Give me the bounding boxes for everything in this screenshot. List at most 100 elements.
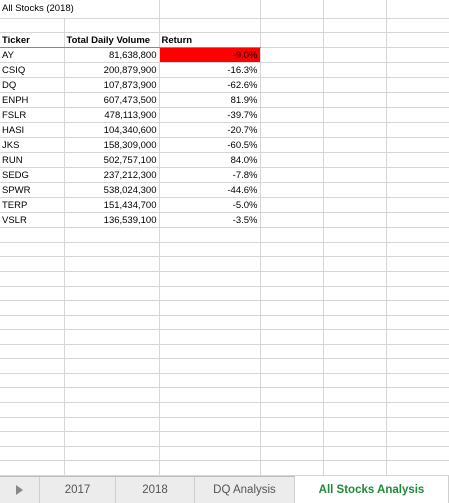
cell[interactable] [64,329,160,345]
cell[interactable] [386,62,449,79]
cell[interactable] [0,417,65,433]
ticker-cell[interactable]: VSLR [0,212,65,229]
cell[interactable] [260,92,324,109]
cell[interactable] [0,446,65,462]
tab-all-stocks-analysis[interactable]: All Stocks Analysis [295,476,449,503]
cell[interactable] [323,92,387,109]
cell[interactable] [260,271,324,287]
cell[interactable] [323,152,387,169]
cell[interactable] [386,256,449,272]
cell[interactable] [386,402,449,418]
cell[interactable] [64,227,160,243]
cell[interactable] [64,286,160,302]
cell[interactable] [159,227,261,243]
cell[interactable] [323,32,387,49]
cell[interactable] [260,122,324,139]
cell[interactable] [159,387,261,404]
ticker-cell[interactable]: HASI [0,122,65,139]
cell[interactable] [386,242,449,258]
cell[interactable] [159,300,261,316]
return-cell[interactable]: -3.5% [159,212,261,229]
cell[interactable] [159,358,261,374]
cell[interactable] [323,431,387,447]
cell[interactable] [260,182,324,199]
return-cell[interactable]: -20.7% [159,122,261,139]
ticker-cell[interactable]: ENPH [0,92,65,109]
cell[interactable] [260,77,324,94]
cell[interactable] [64,402,160,418]
cell[interactable] [64,344,160,360]
cell[interactable] [159,329,261,345]
cell[interactable] [386,0,449,19]
ticker-cell[interactable]: TERP [0,197,65,214]
cell[interactable] [159,431,261,447]
volume-cell[interactable]: 478,113,900 [64,107,160,124]
cell[interactable] [323,256,387,272]
cell[interactable] [260,300,324,316]
header-ticker[interactable]: Ticker [0,32,65,49]
sheet-title-cell[interactable]: All Stocks (2018) [0,0,160,19]
cell[interactable] [323,242,387,258]
cell[interactable] [386,182,449,199]
cell[interactable] [386,227,449,243]
cell[interactable] [386,47,449,64]
cell[interactable] [260,446,324,462]
cell[interactable] [260,315,324,331]
return-cell[interactable]: -60.5% [159,137,261,154]
cell[interactable] [323,0,387,19]
cell[interactable] [0,286,65,302]
cell[interactable] [159,242,261,258]
cell[interactable] [0,18,65,34]
cell[interactable] [0,358,65,374]
cell[interactable] [323,107,387,124]
cell[interactable] [260,431,324,447]
cell[interactable] [323,387,387,404]
cell[interactable] [260,137,324,154]
ticker-cell[interactable]: DQ [0,77,65,94]
cell[interactable] [0,387,65,404]
return-cell[interactable]: 84.0% [159,152,261,169]
return-cell[interactable]: -44.6% [159,182,261,199]
cell[interactable] [260,167,324,184]
cell[interactable] [64,18,160,34]
cell[interactable] [0,315,65,331]
cell[interactable] [64,417,160,433]
cell[interactable] [260,286,324,302]
cell[interactable] [323,373,387,389]
cell[interactable] [386,77,449,94]
cell[interactable] [159,373,261,389]
cell[interactable] [323,197,387,214]
ticker-cell[interactable]: SEDG [0,167,65,184]
cell[interactable] [386,92,449,109]
return-cell[interactable]: -5.0% [159,197,261,214]
cell[interactable] [386,137,449,154]
volume-cell[interactable]: 107,873,900 [64,77,160,94]
cell[interactable] [159,271,261,287]
cell[interactable] [323,137,387,154]
cell[interactable] [159,256,261,272]
cell[interactable] [260,344,324,360]
return-cell[interactable]: -39.7% [159,107,261,124]
ticker-cell[interactable]: FSLR [0,107,65,124]
cell[interactable] [386,373,449,389]
volume-cell[interactable]: 136,539,100 [64,212,160,229]
tab-dq-analysis[interactable]: DQ Analysis [195,477,295,503]
cell[interactable] [159,18,261,34]
return-cell[interactable]: 81.9% [159,92,261,109]
cell[interactable] [386,344,449,360]
cell[interactable] [386,167,449,184]
return-cell[interactable]: -16.3% [159,62,261,79]
cell[interactable] [386,286,449,302]
cell[interactable] [159,402,261,418]
volume-cell[interactable]: 158,309,000 [64,137,160,154]
cell[interactable] [260,227,324,243]
tab-2018[interactable]: 2018 [116,477,195,503]
cell[interactable] [260,358,324,374]
header-return[interactable]: Return [159,32,261,49]
cell[interactable] [260,256,324,272]
cell[interactable] [64,256,160,272]
cell[interactable] [323,460,387,476]
ticker-cell[interactable]: SPWR [0,182,65,199]
cell[interactable] [159,460,261,476]
cell[interactable] [64,431,160,447]
